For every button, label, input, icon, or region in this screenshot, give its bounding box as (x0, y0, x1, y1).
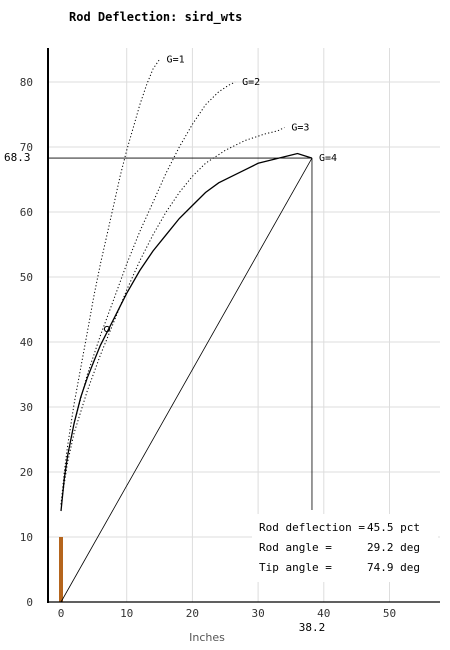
series-group (59, 59, 313, 603)
stat-label: Rod angle = (259, 541, 332, 554)
axes (47, 48, 440, 603)
chart-title: Rod Deflection: sird_wts (69, 10, 242, 25)
series-g-1 (60, 59, 161, 505)
y-tick-label: 20 (20, 466, 33, 479)
series-g-4 (60, 152, 313, 512)
stats-box: Rod deflection = 45.5 pct Rod angle = 29.2 … (252, 514, 438, 582)
x-tick-label: 20 (186, 607, 199, 620)
labels: 0 10 20 30 40 50 0 10 20 30 40 50 60 70 80 G=1 G=2 G=3 G=4… (4, 54, 396, 634)
x-tick-label: 0 (58, 607, 65, 620)
y-tick-label: 0 (26, 596, 33, 609)
tip-guides (48, 157, 313, 510)
series-g-2 (60, 81, 236, 505)
series-label: G=3 (291, 123, 309, 134)
x-tick-label: 10 (120, 607, 133, 620)
x-tick-label: 40 (317, 607, 330, 620)
y-tick-label: 40 (20, 336, 33, 349)
y-tick-label: 80 (20, 76, 33, 89)
chord-line (60, 157, 313, 603)
tip-x-readout: 38.2 (299, 621, 326, 634)
stat-value: 29.2 deg (367, 541, 420, 554)
stat-value: 74.9 deg (367, 561, 420, 574)
deflection-marker (103, 325, 111, 333)
x-axis-label: Inches (189, 631, 225, 644)
y-tick-label: 10 (20, 531, 33, 544)
y-tick-label: 50 (20, 271, 33, 284)
stats-background (252, 514, 438, 582)
x-tick-label: 30 (251, 607, 264, 620)
tip-y-readout: 68.3 (4, 151, 31, 164)
grid (48, 48, 440, 602)
x-tick-label: 50 (383, 607, 396, 620)
series-label: G=4 (319, 153, 337, 164)
stat-label: Tip angle = (259, 561, 332, 574)
stat-label: Rod deflection = (259, 521, 365, 534)
series-label: G=1 (167, 54, 185, 65)
y-tick-label: 30 (20, 401, 33, 414)
stat-value: 45.5 pct (367, 521, 420, 534)
series-g-3 (60, 127, 285, 505)
y-tick-label: 60 (20, 206, 33, 219)
y-tick-label: 70 (20, 141, 33, 154)
series-label: G=2 (242, 77, 260, 88)
